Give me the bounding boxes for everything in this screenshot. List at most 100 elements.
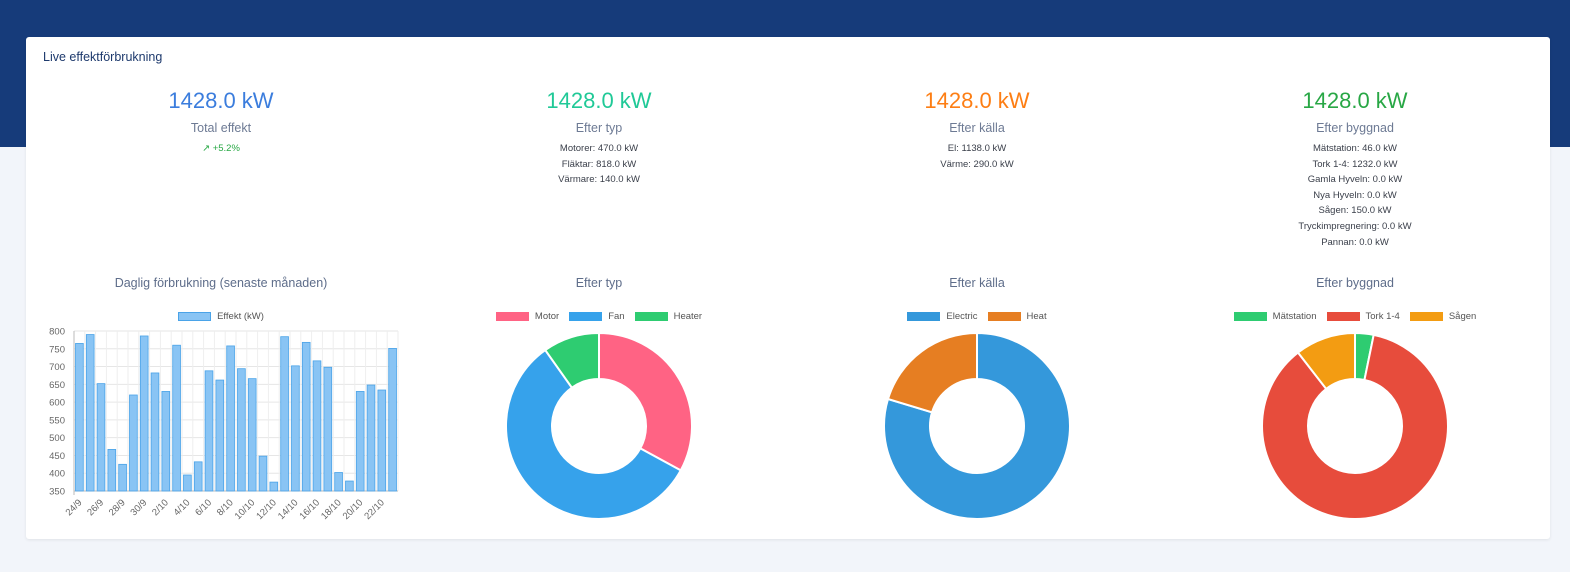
x-tick-label: 30/9 xyxy=(128,497,149,518)
bar xyxy=(107,449,117,492)
stat-value: 1428.0 kW xyxy=(168,88,274,113)
legend-label: Mätstation xyxy=(1272,311,1317,322)
bar xyxy=(161,391,171,492)
stat-total: 1428.0 kW Total effekt ↗ +5.2% xyxy=(31,87,411,154)
legend-label: Effekt (kW) xyxy=(217,311,264,322)
bar xyxy=(75,343,84,492)
stat-value: 1428.0 kW xyxy=(1302,88,1408,113)
bar xyxy=(345,480,354,492)
legend-swatch xyxy=(178,312,212,321)
bar xyxy=(366,384,376,492)
legend-item[interactable]: Effekt (kW) xyxy=(178,311,264,322)
detail-line: Motorer: 470.0 kW xyxy=(559,143,639,154)
type-donut-chart xyxy=(505,331,693,520)
detail-line: Tork 1-4: 1232.0 kW xyxy=(1312,158,1398,170)
donut-slice xyxy=(543,331,600,390)
y-tick-label: 550 xyxy=(49,415,65,426)
y-tick-label: 800 xyxy=(49,327,65,338)
x-tick-label: 14/10 xyxy=(276,497,301,522)
x-tick-label: 16/10 xyxy=(298,497,323,522)
bar xyxy=(280,336,289,492)
bar xyxy=(247,378,257,492)
stat-details: Mätstation: 46.0 kW Tork 1-4: 1232.0 kW … xyxy=(1165,141,1545,250)
legend-label: Sågen xyxy=(1448,311,1477,322)
stat-label: Efter byggnad xyxy=(1316,121,1394,135)
type-chart-legend: Motor Fan Heater xyxy=(409,311,789,322)
x-tick-label: 4/10 xyxy=(172,497,193,518)
legend-label: Tork 1-4 xyxy=(1365,311,1400,322)
bar xyxy=(183,474,192,492)
detail-line: Gamla Hyveln: 0.0 kW xyxy=(1307,174,1403,186)
legend-item-motor[interactable]: Motor xyxy=(495,311,560,322)
bar xyxy=(96,383,106,492)
bar xyxy=(85,334,95,492)
legend-item-electric[interactable]: Electric xyxy=(907,311,978,322)
detail-line: El: 1138.0 kW xyxy=(947,143,1007,154)
bar xyxy=(312,360,322,492)
legend-item-heater[interactable]: Heater xyxy=(634,311,703,322)
building-chart-legend: Mätstation Tork 1-4 Sågen xyxy=(1165,311,1545,322)
daily-chart-title: Daglig förbrukning (senaste månaden) xyxy=(114,276,328,290)
bar xyxy=(237,368,246,492)
y-tick-label: 750 xyxy=(49,344,65,355)
card-title: Live effektförbrukning xyxy=(43,50,163,64)
x-tick-label: 20/10 xyxy=(341,497,366,522)
x-tick-label: 10/10 xyxy=(233,497,258,522)
bar xyxy=(377,389,387,492)
legend-label: Electric xyxy=(946,311,978,322)
legend-item-matstation[interactable]: Mätstation xyxy=(1233,311,1317,322)
bar xyxy=(334,472,343,492)
bar xyxy=(139,335,149,492)
x-tick-label: 18/10 xyxy=(319,497,344,522)
bar xyxy=(118,463,127,492)
x-tick-label: 28/9 xyxy=(107,497,128,518)
building-chart-title: Efter byggnad xyxy=(1316,276,1394,290)
y-tick-label: 700 xyxy=(49,362,65,373)
legend-swatch xyxy=(907,312,941,321)
source-donut-chart xyxy=(883,331,1071,520)
legend-swatch xyxy=(1326,312,1360,321)
bar xyxy=(355,391,365,492)
y-tick-label: 500 xyxy=(49,433,65,444)
detail-line: Pannan: 0.0 kW xyxy=(1321,236,1389,248)
donut-slice xyxy=(598,331,693,472)
detail-line: Nya Hyveln: 0.0 kW xyxy=(1313,189,1397,201)
stat-value: 1428.0 kW xyxy=(546,88,652,113)
stat-label: Efter källa xyxy=(949,121,1005,135)
legend-label: Motor xyxy=(534,311,560,322)
legend-swatch xyxy=(569,312,603,321)
detail-line: Mätstation: 46.0 kW xyxy=(1313,143,1397,154)
donut-slice xyxy=(883,331,1071,520)
detail-line: Fläktar: 818.0 kW xyxy=(561,158,637,170)
stat-by-type: 1428.0 kW Efter typ Motorer: 470.0 kW Fl… xyxy=(409,87,789,188)
legend-swatch xyxy=(495,312,529,321)
daily-bar-chart: 350 400 450 500 550 600 650 700 750 800 24/9 26/9 28… xyxy=(49,327,399,522)
legend-item-tork[interactable]: Tork 1-4 xyxy=(1326,311,1400,322)
source-chart-legend: Electric Heat xyxy=(787,311,1167,322)
x-tick-label: 2/10 xyxy=(150,497,171,518)
stat-value: 1428.0 kW xyxy=(924,88,1030,113)
bar xyxy=(269,481,279,492)
donut-slice xyxy=(1261,333,1449,520)
x-tick-label: 6/10 xyxy=(193,497,214,518)
bar xyxy=(204,370,214,492)
stat-by-source: 1428.0 kW Efter källa El: 1138.0 kW Värm… xyxy=(787,87,1167,172)
detail-line: Sågen: 150.0 kW xyxy=(1318,205,1392,217)
detail-line: Tryckimpregnering: 0.0 kW xyxy=(1298,220,1412,232)
type-chart-title: Efter typ xyxy=(575,276,623,290)
y-tick-label: 650 xyxy=(49,380,65,391)
legend-swatch xyxy=(987,312,1021,321)
trend-badge: ↗ +5.2% xyxy=(202,143,240,154)
source-chart-title: Efter källa xyxy=(949,276,1005,290)
x-tick-label: 12/10 xyxy=(254,497,279,522)
legend-label: Heat xyxy=(1026,311,1047,322)
legend-item-sagen[interactable]: Sågen xyxy=(1409,311,1477,322)
legend-label: Heater xyxy=(673,311,703,322)
bar xyxy=(150,372,160,492)
y-tick-label: 400 xyxy=(49,469,65,480)
legend-item-fan[interactable]: Fan xyxy=(569,311,625,322)
legend-swatch xyxy=(1409,312,1443,321)
legend-item-heat[interactable]: Heat xyxy=(987,311,1047,322)
bar xyxy=(301,341,311,492)
bar xyxy=(193,461,203,492)
